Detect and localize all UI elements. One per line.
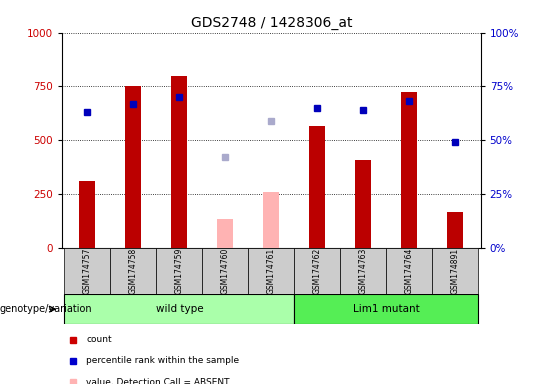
Bar bbox=[447, 212, 463, 248]
Text: genotype/variation: genotype/variation bbox=[0, 304, 93, 314]
Bar bbox=[401, 92, 417, 248]
Text: GSM174759: GSM174759 bbox=[175, 248, 184, 294]
Text: GSM174763: GSM174763 bbox=[359, 248, 368, 294]
Title: GDS2748 / 1428306_at: GDS2748 / 1428306_at bbox=[191, 16, 352, 30]
Text: GSM174762: GSM174762 bbox=[313, 248, 322, 294]
Bar bbox=[433, 248, 478, 294]
Bar bbox=[264, 192, 279, 248]
Bar bbox=[294, 248, 340, 294]
Bar bbox=[309, 126, 326, 248]
Bar bbox=[64, 294, 294, 324]
Text: GSM174757: GSM174757 bbox=[83, 248, 92, 294]
Bar bbox=[386, 248, 433, 294]
Bar bbox=[157, 248, 202, 294]
Text: percentile rank within the sample: percentile rank within the sample bbox=[86, 356, 240, 366]
Bar bbox=[171, 76, 187, 248]
Text: GSM174758: GSM174758 bbox=[129, 248, 138, 294]
Bar bbox=[340, 248, 386, 294]
Text: wild type: wild type bbox=[156, 304, 203, 314]
Bar bbox=[125, 86, 141, 248]
Text: GSM174760: GSM174760 bbox=[221, 248, 230, 294]
Bar bbox=[202, 248, 248, 294]
Bar bbox=[294, 294, 478, 324]
Text: GSM174761: GSM174761 bbox=[267, 248, 276, 294]
Bar bbox=[248, 248, 294, 294]
Bar bbox=[64, 248, 110, 294]
Bar bbox=[110, 248, 157, 294]
Text: GSM174764: GSM174764 bbox=[405, 248, 414, 294]
Text: GSM174891: GSM174891 bbox=[451, 248, 460, 294]
Text: Lim1 mutant: Lim1 mutant bbox=[353, 304, 420, 314]
Bar bbox=[355, 159, 372, 248]
Text: value, Detection Call = ABSENT: value, Detection Call = ABSENT bbox=[86, 377, 230, 384]
Bar bbox=[217, 218, 233, 248]
Bar bbox=[79, 181, 96, 248]
Text: count: count bbox=[86, 335, 112, 344]
